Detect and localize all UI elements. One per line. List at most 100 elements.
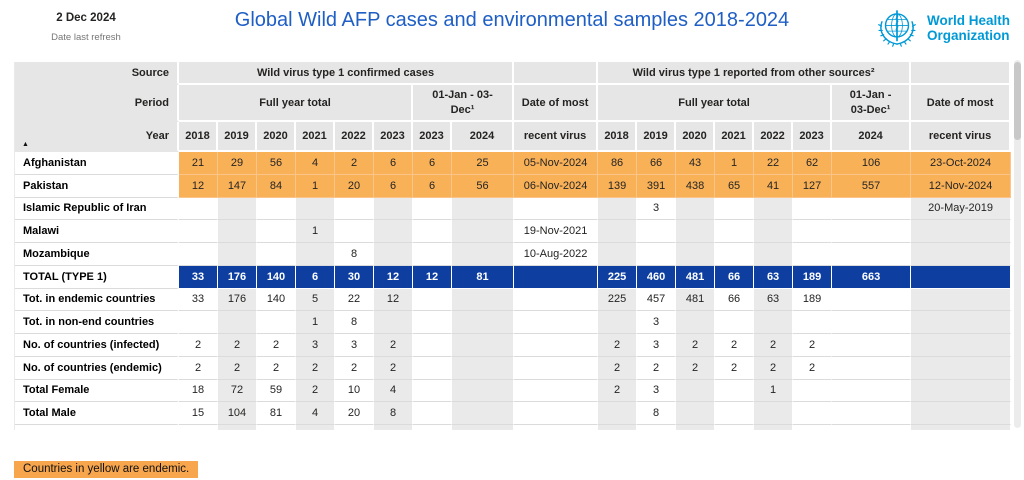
data-cell[interactable]: 3 [637, 311, 677, 334]
data-cell[interactable] [793, 311, 833, 334]
data-cell[interactable] [754, 197, 794, 221]
data-cell[interactable] [452, 220, 515, 243]
data-cell[interactable] [413, 197, 452, 221]
data-cell[interactable]: 12 [179, 174, 218, 198]
corner-year-label[interactable]: Year ▲ [15, 122, 179, 152]
corner-source-label[interactable]: Source [15, 62, 179, 85]
data-cell[interactable] [832, 334, 912, 357]
data-cell[interactable]: 20 [335, 174, 374, 198]
data-cell[interactable] [676, 220, 716, 243]
data-cell[interactable] [637, 243, 677, 266]
data-cell[interactable]: 189 [793, 288, 833, 312]
data-cell[interactable] [832, 379, 912, 403]
data-cell[interactable] [832, 311, 912, 334]
year-header[interactable]: 2019 [637, 122, 677, 152]
data-cell[interactable]: 2 [715, 334, 755, 357]
year-header[interactable]: 2018 [598, 122, 638, 152]
data-cell[interactable]: 41 [754, 174, 794, 198]
data-cell[interactable] [335, 220, 374, 243]
data-cell[interactable] [413, 334, 452, 357]
year-header[interactable]: 2023 [374, 122, 413, 152]
data-cell[interactable]: 391 [637, 174, 677, 198]
data-cell[interactable] [296, 197, 335, 221]
data-cell[interactable] [793, 379, 833, 403]
data-cell[interactable] [793, 243, 833, 266]
data-cell[interactable]: 33 [179, 288, 218, 312]
data-cell[interactable]: 481 [676, 265, 716, 289]
data-cell[interactable]: 63 [754, 265, 794, 289]
data-cell[interactable] [754, 311, 794, 334]
data-cell[interactable] [374, 311, 413, 334]
data-cell[interactable] [832, 288, 912, 312]
data-cell[interactable]: 176 [218, 265, 257, 289]
data-cell[interactable]: 1 [754, 379, 794, 403]
data-cell[interactable]: 2 [179, 334, 218, 357]
data-cell[interactable]: 2 [257, 334, 296, 357]
data-cell[interactable]: 6 [413, 174, 452, 198]
scrollbar[interactable] [1014, 60, 1021, 428]
data-cell[interactable]: 2 [179, 356, 218, 380]
data-cell[interactable]: 62 [793, 152, 833, 175]
year-header[interactable]: 2021 [715, 122, 755, 152]
section-header-other-sources[interactable]: Wild virus type 1 reported from other so… [598, 62, 912, 85]
data-cell[interactable]: 59 [257, 379, 296, 403]
date-cell[interactable] [514, 402, 599, 425]
data-cell[interactable] [218, 311, 257, 334]
data-cell[interactable]: 10 [335, 379, 374, 403]
data-cell[interactable] [715, 243, 755, 266]
data-cell[interactable]: 2 [598, 334, 638, 357]
data-cell[interactable] [452, 197, 515, 221]
data-cell[interactable] [637, 220, 677, 243]
year-header[interactable]: 2020 [676, 122, 716, 152]
data-cell[interactable] [715, 402, 755, 425]
date-cell[interactable] [514, 356, 599, 380]
data-cell[interactable]: 1 [715, 152, 755, 175]
data-cell[interactable]: 457 [637, 288, 677, 312]
data-cell[interactable]: 21 [179, 152, 218, 175]
data-cell[interactable]: 81 [257, 402, 296, 425]
row-label[interactable]: Total Female [15, 379, 179, 403]
data-cell[interactable] [832, 220, 912, 243]
data-cell[interactable]: 22 [754, 152, 794, 175]
data-cell[interactable]: 6 [296, 265, 335, 289]
data-cell[interactable] [257, 311, 296, 334]
data-cell[interactable] [832, 356, 912, 380]
data-cell[interactable] [754, 243, 794, 266]
data-cell[interactable]: 2 [754, 334, 794, 357]
data-cell[interactable]: 4 [296, 152, 335, 175]
date-cell[interactable] [514, 288, 599, 312]
data-cell[interactable] [598, 243, 638, 266]
year-header[interactable]: 2023 [413, 122, 452, 152]
data-cell[interactable] [413, 311, 452, 334]
year-header[interactable]: 2023 [793, 122, 833, 152]
data-cell[interactable] [793, 220, 833, 243]
data-cell[interactable]: 139 [598, 174, 638, 198]
data-cell[interactable]: 176 [218, 288, 257, 312]
data-cell[interactable] [218, 197, 257, 221]
date-cell[interactable] [514, 265, 599, 289]
data-cell[interactable] [715, 220, 755, 243]
row-label[interactable]: Total Male [15, 402, 179, 425]
data-cell[interactable] [413, 402, 452, 425]
data-cell[interactable]: 2 [335, 152, 374, 175]
data-cell[interactable]: 2 [676, 334, 716, 357]
date-cell[interactable] [514, 334, 599, 357]
date-cell[interactable] [911, 334, 1012, 357]
data-cell[interactable]: 2 [793, 356, 833, 380]
data-cell[interactable]: 2 [374, 356, 413, 380]
data-cell[interactable]: 81 [452, 265, 515, 289]
data-cell[interactable] [218, 243, 257, 266]
data-cell[interactable]: 225 [598, 265, 638, 289]
data-cell[interactable]: 3 [637, 379, 677, 403]
date-cell[interactable] [911, 379, 1012, 403]
section-header-confirmed-cases[interactable]: Wild virus type 1 confirmed cases [179, 62, 515, 85]
data-cell[interactable]: 18 [179, 379, 218, 403]
data-cell[interactable]: 2 [598, 356, 638, 380]
data-cell[interactable]: 6 [374, 174, 413, 198]
data-cell[interactable] [452, 356, 515, 380]
scrollbar-thumb[interactable] [1014, 62, 1021, 140]
data-cell[interactable]: 8 [335, 243, 374, 266]
data-cell[interactable] [832, 402, 912, 425]
data-cell[interactable]: 30 [335, 265, 374, 289]
data-cell[interactable] [676, 243, 716, 266]
